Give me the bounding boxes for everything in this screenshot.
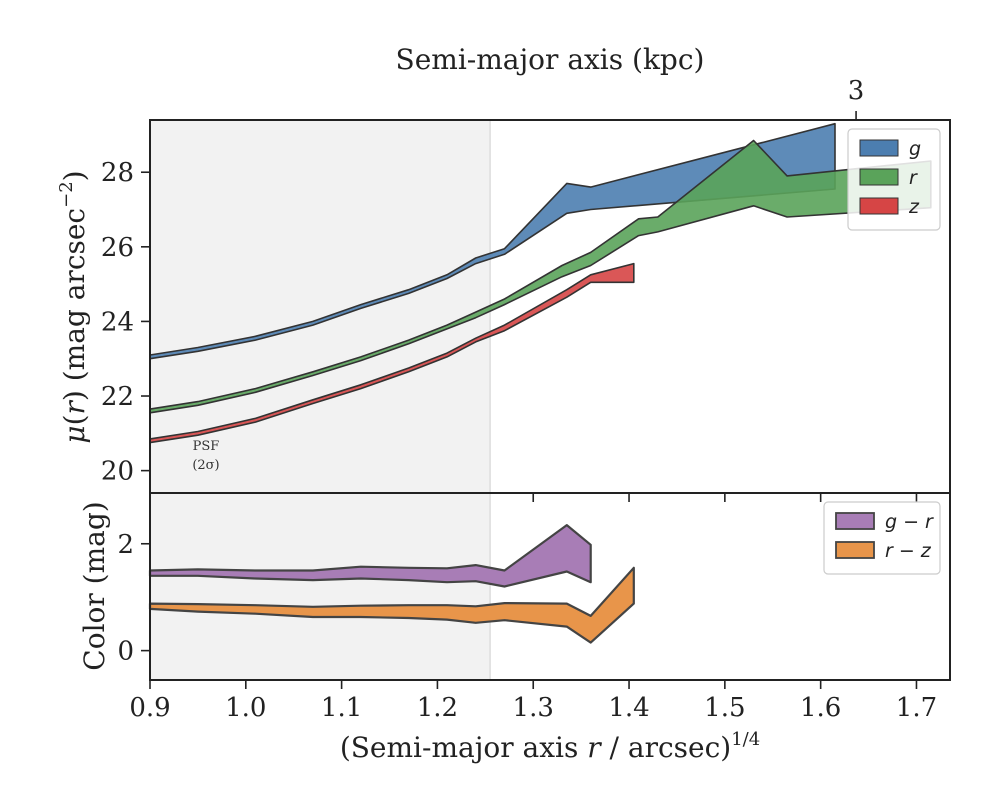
profile-y-axis-title: μ(r) (mag arcsec−2) [56,170,91,443]
profile-legend-swatch [859,197,899,215]
color-y-tick-label: 0 [117,637,134,667]
profile-band-g [149,122,836,360]
color-legend-swatch [835,512,875,530]
color-band-gr [148,524,592,588]
color-axis-ticks: 0 2 0.9 1.0 1.1 1.2 1.3 1.4 1.5 1.6 1.7 [117,530,937,723]
x-tick-label: 1.6 [800,693,841,723]
color-legend-label: g − r [885,511,934,533]
profile-legend-swatch [859,168,899,186]
x-tick-label: 1.1 [321,693,362,723]
x-tick-label: 0.9 [129,693,170,723]
x-tick-label: 1.3 [513,693,554,723]
x-tick-label: 1.4 [608,693,649,723]
psf-annotation-line2: (2σ) [192,458,219,473]
profile-legend-label: g [909,138,921,160]
color-legend-label: r − z [885,540,932,562]
profile-y-tick-label: 26 [101,233,134,263]
profile-band-z [149,262,635,444]
profile-y-tick-label: 20 [101,457,134,487]
color-panel: 0 2 0.9 1.0 1.1 1.2 1.3 1.4 1.5 1.6 1.7 g − r r − z… [78,492,951,764]
profile-psf-shaded-region [150,120,491,493]
profile-y-tick-label: 28 [101,158,134,188]
profile-y-tick-label: 24 [101,307,134,337]
color-y-axis-title: Color (mag) [78,501,111,670]
x-tick-label: 1.5 [704,693,745,723]
top-axis-title: Semi-major axis (kpc) [396,43,705,76]
profile-y-tick-label: 22 [101,382,134,412]
profile-legend-label: r [909,167,918,189]
color-legend: g − r r − z [823,501,941,575]
color-y-tick-label: 2 [117,530,134,560]
top-axis-tick-label: 3 [848,76,865,106]
profile-legend: grz [847,128,941,231]
profile-legend-swatch [859,139,899,157]
color-psf-shaded-region [150,493,491,680]
profile-axis-ticks: 202224262835102030 [101,76,918,502]
color-legend-swatch [835,541,875,559]
color-series-areas [148,524,635,644]
x-tick-label: 1.7 [896,693,937,723]
color-band-rz [148,566,635,644]
psf-annotation-line1: PSF [193,439,220,454]
profile-panel: 202224262835102030 PSF (2σ) grz Semi-maj… [56,43,951,502]
x-axis-title: (Semi-major axis r / arcsec)1/4 [340,729,760,764]
profile-legend-label: z [908,196,920,218]
x-tick-label: 1.2 [417,693,458,723]
x-tick-label: 1.0 [225,693,266,723]
color-axes-frame [149,492,951,681]
